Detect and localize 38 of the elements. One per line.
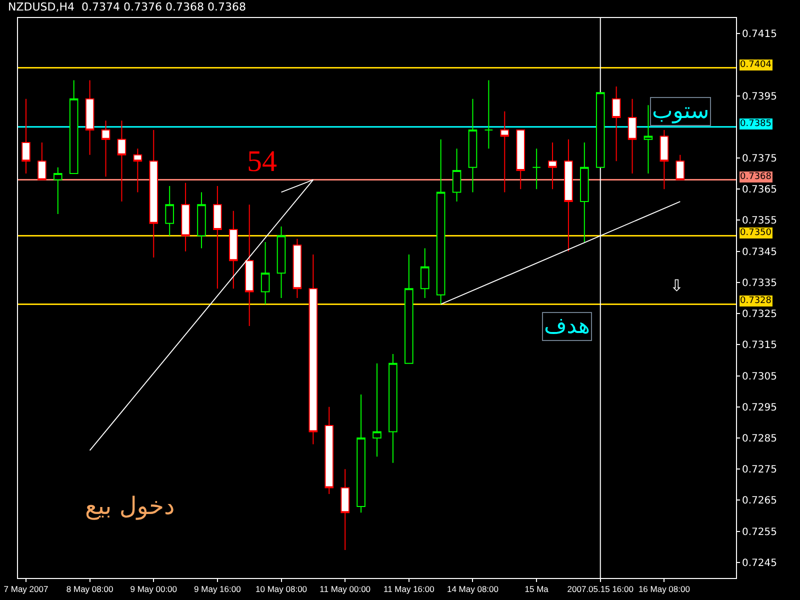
y-tick-label: 0.7255 (742, 526, 777, 538)
y-tick-label: 0.7245 (742, 558, 777, 569)
y-tick-label: 0.7295 (742, 402, 777, 414)
ref-line-label: 0.7404 (740, 60, 772, 70)
ref-line-label: 0.7328 (740, 296, 772, 306)
x-tick-label: 9 May 16:00 (194, 584, 242, 594)
y-tick-label: 0.7285 (742, 434, 777, 444)
x-tick-label: 8 May 08:00 (66, 584, 114, 594)
y-tick-label: 0.7325 (742, 309, 777, 320)
y-tick-label: 0.7355 (742, 216, 777, 227)
chart-title: NZDUSD,H4 0.7374 0.7376 0.7368 0.7368 (8, 0, 246, 14)
x-tick-label: 9 May 00:00 (130, 584, 178, 594)
ref-line-label: 0.7368 (740, 172, 772, 182)
annotation: هدف (544, 314, 590, 339)
x-tick-label: 11 May 00:00 (320, 584, 371, 594)
y-tick-label: 0.7375 (742, 154, 777, 164)
x-tick-label: 2007.05.15 16:00 (567, 584, 634, 594)
x-tick-label: 14 May 08:00 (446, 584, 499, 594)
y-tick-label: 0.7335 (742, 278, 777, 289)
ref-line-label: 0.7385 (740, 119, 772, 129)
y-tick-label: 0.7275 (742, 464, 777, 476)
annotation: ⇩ (670, 276, 684, 295)
y-tick-label: 0.7395 (742, 91, 777, 102)
y-tick-label: 0.7305 (742, 371, 777, 382)
x-tick-label: 16 May 08:00 (638, 584, 690, 594)
x-tick-label: 11 May 16:00 (383, 584, 435, 594)
y-tick-label: 0.7315 (742, 340, 777, 352)
annotation: ستوب (652, 99, 710, 124)
x-tick-label: 15 Ma (524, 584, 549, 594)
y-tick-label: 0.7365 (742, 184, 777, 196)
annotation: 54 (247, 145, 277, 178)
x-tick-label: 7 May 2007 (4, 584, 48, 594)
y-tick-label: 0.7265 (742, 496, 777, 507)
annotation: دخول بيع (85, 492, 175, 520)
y-tick-label: 0.7345 (742, 246, 777, 258)
x-tick-label: 10 May 08:00 (256, 584, 308, 594)
ref-line-label: 0.7350 (740, 228, 772, 238)
y-tick-label: 0.7415 (742, 29, 777, 40)
